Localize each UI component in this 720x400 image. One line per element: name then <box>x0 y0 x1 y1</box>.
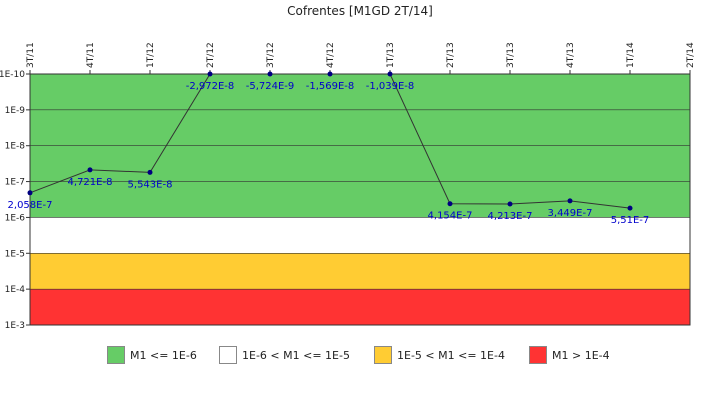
data-point <box>387 71 393 77</box>
data-point <box>87 167 93 173</box>
legend-label: 1E-6 < M1 <= 1E-5 <box>242 348 350 362</box>
legend-swatch <box>107 346 125 364</box>
x-tick-label: 1T/12 <box>146 42 156 68</box>
x-tick-label: 4T/13 <box>566 42 576 68</box>
data-label: 4,213E-7 <box>488 211 533 222</box>
data-point <box>147 169 153 175</box>
y-tick-label: 1E-3 <box>5 321 25 331</box>
x-tick-label: 4T/12 <box>326 42 336 68</box>
band-layer <box>29 73 691 326</box>
band-3 <box>30 289 690 325</box>
legend-item: M1 > 1E-4 <box>529 345 610 365</box>
data-label: 3,449E-7 <box>548 208 593 219</box>
y-tick-label: 1E-6 <box>5 213 26 223</box>
series-layer <box>27 71 633 211</box>
data-point <box>507 201 513 207</box>
data-point <box>267 71 273 77</box>
x-tick-label: 1T/13 <box>386 42 396 68</box>
legend-item: 1E-6 < M1 <= 1E-5 <box>219 345 350 365</box>
legend-item: 1E-5 < M1 <= 1E-4 <box>374 345 505 365</box>
y-tick-label: 1E-5 <box>5 249 25 259</box>
band-2 <box>30 253 690 290</box>
data-label: 2,058E-7 <box>8 200 53 211</box>
y-tick-label: 1E-8 <box>5 142 26 152</box>
y-tick-label: 1E-9 <box>5 106 26 116</box>
band-1 <box>30 217 690 254</box>
x-tick-label: 2T/12 <box>206 42 216 68</box>
x-tick-label: 3T/11 <box>26 42 36 68</box>
legend: M1 <= 1E-6 1E-6 < M1 <= 1E-5 1E-5 < M1 <= … <box>0 345 720 367</box>
data-point <box>27 190 33 196</box>
x-tick-label: 2T/14 <box>686 42 696 68</box>
data-label: 4,154E-7 <box>428 211 473 222</box>
y-axis: 1E-10 1E-9 1E-8 1E-7 1E-6 1E-5 1E-4 1E-3 <box>0 70 30 331</box>
legend-label: M1 > 1E-4 <box>552 348 610 362</box>
data-point <box>327 71 333 77</box>
data-label: 5,543E-8 <box>128 179 173 190</box>
data-point <box>627 205 633 211</box>
data-label: 4,721E-8 <box>68 177 113 188</box>
x-tick-label: 4T/11 <box>86 42 96 68</box>
legend-label: M1 <= 1E-6 <box>130 348 197 362</box>
grid-layer <box>30 73 690 326</box>
data-label: -1,569E-8 <box>306 81 355 92</box>
data-label: 5,51E-7 <box>611 215 650 226</box>
data-label-layer: 2,058E-7 4,721E-8 5,543E-8 -2,972E-8 -5,724E… <box>8 81 650 226</box>
data-point <box>447 201 453 207</box>
data-label: -5,724E-9 <box>246 81 295 92</box>
data-point <box>567 198 573 204</box>
legend-item: M1 <= 1E-6 <box>107 345 197 365</box>
y-tick-label: 1E-10 <box>0 70 25 80</box>
legend-swatch <box>374 346 392 364</box>
legend-swatch <box>529 346 547 364</box>
data-label: -2,972E-8 <box>186 81 235 92</box>
y-tick-label: 1E-7 <box>5 178 25 188</box>
legend-swatch <box>219 346 237 364</box>
x-tick-label: 3T/13 <box>506 42 516 68</box>
data-point <box>207 71 213 77</box>
x-tick-label: 2T/13 <box>446 42 456 68</box>
legend-label: 1E-5 < M1 <= 1E-4 <box>397 348 505 362</box>
x-tick-label: 3T/12 <box>266 42 276 68</box>
x-tick-label: 1T/14 <box>626 42 636 68</box>
data-label: -1,039E-8 <box>366 81 415 92</box>
x-axis: 3T/11 4T/11 1T/12 2T/12 3T/12 4T/12 1T/13 2T/13… <box>26 42 696 74</box>
chart-title: Cofrentes [M1GD 2T/14] <box>287 4 433 18</box>
y-tick-label: 1E-4 <box>5 285 26 295</box>
